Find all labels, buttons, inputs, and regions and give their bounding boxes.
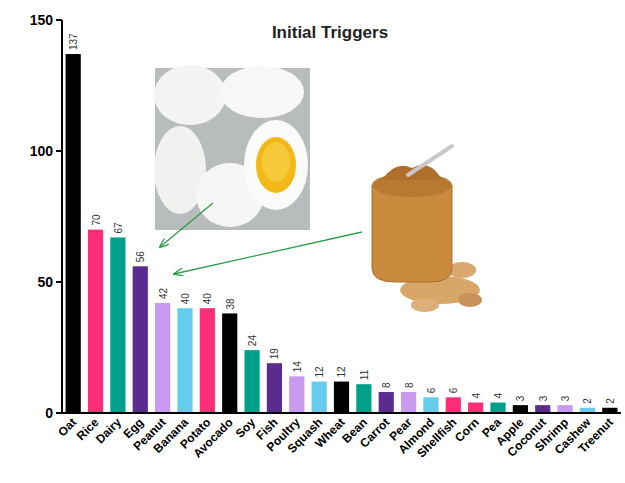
x-tick-label: Soy — [233, 415, 259, 441]
x-tick-label: Corn — [452, 415, 482, 445]
chart: Initial Triggers137706756424040382419141… — [0, 0, 625, 483]
x-tick-label: Shellfish — [414, 415, 459, 460]
data-label: 3 — [515, 395, 526, 401]
peanut-butter-photo — [372, 146, 482, 312]
y-tick-label: 0 — [45, 405, 53, 421]
bar — [133, 266, 148, 413]
y-tick — [56, 150, 62, 152]
data-label: 14 — [292, 361, 303, 373]
y-tick — [56, 412, 62, 414]
data-label: 11 — [359, 369, 370, 380]
y-tick — [56, 281, 62, 283]
bar — [155, 303, 170, 413]
data-label: 40 — [180, 293, 191, 305]
bar — [423, 397, 438, 413]
x-tick-label: Treenut — [575, 415, 616, 456]
y-tick-label: 100 — [30, 143, 54, 159]
data-label: 4 — [471, 393, 482, 399]
bar — [66, 54, 81, 413]
bar — [244, 350, 259, 413]
bar — [356, 384, 371, 413]
bar — [334, 382, 349, 413]
data-label: 67 — [113, 222, 124, 234]
title: Initial Triggers — [272, 23, 388, 42]
data-label: 12 — [314, 366, 325, 378]
bar — [379, 392, 394, 413]
arrow — [160, 203, 213, 247]
bar — [88, 230, 103, 413]
data-label: 8 — [404, 382, 415, 388]
bar — [312, 382, 327, 413]
data-label: 6 — [448, 387, 459, 393]
data-label: 38 — [225, 298, 236, 310]
y-tick-label: 50 — [37, 274, 53, 290]
bar — [446, 397, 461, 413]
data-label: 4 — [493, 393, 504, 399]
chart-root: Initial Triggers137706756424040382419141… — [0, 0, 625, 483]
data-label: 137 — [68, 33, 79, 50]
egg-photo — [154, 65, 310, 230]
data-label: 2 — [605, 398, 616, 404]
bar — [177, 308, 192, 413]
arrow — [174, 232, 362, 274]
data-label: 3 — [538, 395, 549, 401]
data-label: 70 — [91, 214, 102, 226]
data-label: 19 — [269, 348, 280, 360]
data-label: 2 — [582, 398, 593, 404]
data-label: 24 — [247, 335, 258, 347]
bar — [468, 403, 483, 413]
data-label: 56 — [135, 251, 146, 263]
bar — [535, 405, 550, 413]
bar — [267, 363, 282, 413]
data-label: 8 — [381, 382, 392, 388]
bar — [401, 392, 416, 413]
bar — [513, 405, 528, 413]
bar — [490, 403, 505, 413]
data-label: 42 — [158, 287, 169, 299]
data-label: 6 — [426, 387, 437, 393]
data-label: 12 — [337, 366, 348, 378]
x-tick-label: Dairy — [93, 415, 124, 446]
bar — [557, 405, 572, 413]
y-axis — [61, 20, 63, 413]
bar — [110, 237, 125, 413]
data-label: 3 — [560, 395, 571, 401]
y-tick — [56, 19, 62, 21]
bars — [66, 54, 618, 413]
data-label: 40 — [202, 293, 213, 305]
x-axis — [62, 412, 621, 414]
bar — [289, 376, 304, 413]
bar — [222, 313, 237, 413]
y-tick-label: 150 — [30, 12, 54, 28]
bar — [200, 308, 215, 413]
x-tick-label: Avocado — [190, 415, 235, 460]
